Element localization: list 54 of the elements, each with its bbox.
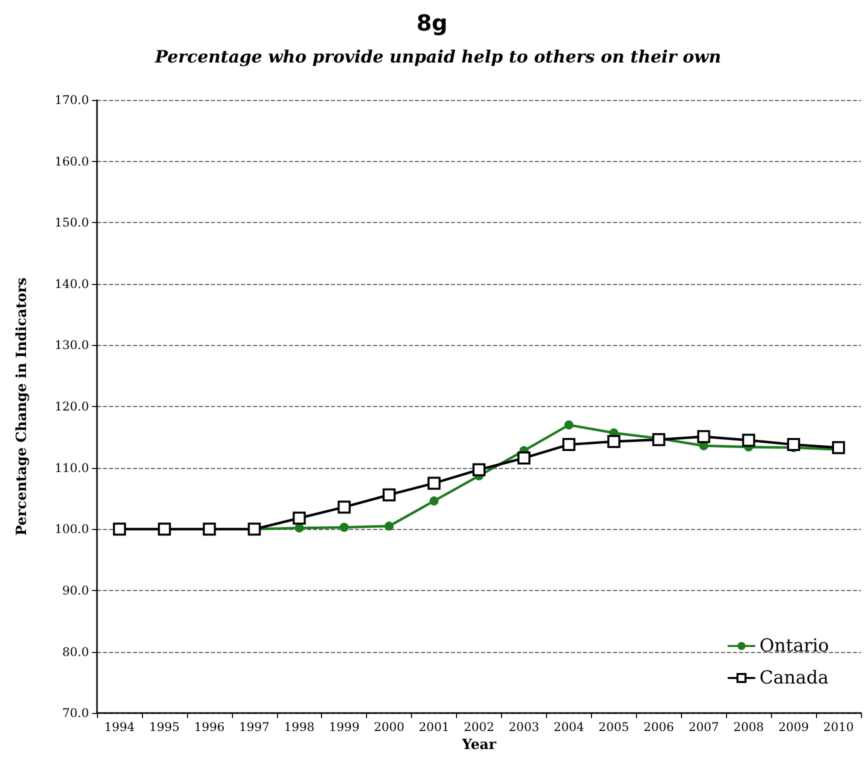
- y-tick-label: 80.0: [62, 644, 89, 659]
- point: [112, 522, 126, 536]
- x-tick-label: 1996: [194, 720, 225, 734]
- x-tick-label: 2010: [823, 720, 854, 734]
- point: [428, 476, 441, 490]
- point: [697, 430, 710, 444]
- y-tick-label: 150.0: [54, 216, 89, 230]
- x-tick-label: 2005: [598, 720, 630, 734]
- point: [607, 434, 620, 448]
- point: [158, 522, 171, 536]
- y-tick-label: 160.0: [54, 154, 89, 168]
- x-tick-label: 1999: [328, 720, 360, 734]
- y-tick-label: 170.0: [54, 93, 89, 107]
- x-tick-label: 2002: [464, 720, 494, 734]
- point: [472, 463, 486, 476]
- point: [340, 522, 349, 532]
- x-tick-label: 1995: [149, 720, 180, 734]
- point: [564, 420, 574, 430]
- x-tick-label: 2009: [778, 720, 809, 734]
- y-tick-label: 90.0: [62, 583, 89, 598]
- point: [517, 452, 530, 465]
- x-tick-label: 2001: [418, 720, 450, 734]
- point: [338, 500, 351, 514]
- point: [742, 434, 756, 447]
- x-tick-label: 1997: [239, 720, 270, 734]
- chart-title: 8g: [416, 12, 448, 36]
- x-axis-title: Year: [460, 737, 497, 753]
- point: [382, 488, 396, 502]
- point: [787, 438, 800, 452]
- point: [562, 438, 576, 452]
- y-tick-label: 130.0: [54, 338, 89, 352]
- legend-label: Canada: [759, 668, 829, 688]
- chart-subtitle: Percentage who provide unpaid help to others on their own: [154, 48, 722, 68]
- point: [652, 433, 666, 446]
- point: [202, 522, 216, 536]
- y-tick-label: 110.0: [54, 460, 89, 475]
- y-axis-title: Percentage Change in Indicators: [14, 277, 30, 536]
- x-tick-label: 2004: [554, 720, 585, 734]
- y-tick-label: 100.0: [54, 522, 89, 536]
- point: [430, 496, 439, 506]
- legend-label: Ontario: [759, 636, 830, 656]
- y-tick-label: 140.0: [54, 276, 89, 291]
- x-tick-label: 2008: [733, 720, 764, 734]
- x-tick-label: 2000: [374, 720, 404, 734]
- x-tick-label: 1994: [104, 720, 136, 734]
- point: [292, 512, 306, 525]
- x-tick-label: 2006: [643, 720, 674, 734]
- y-tick-label: 70.0: [62, 706, 89, 720]
- y-tick-label: 120.0: [54, 400, 89, 414]
- x-tick-label: 2007: [688, 720, 719, 734]
- x-tick-label: 2003: [508, 720, 540, 734]
- point: [832, 441, 846, 454]
- point: [384, 522, 394, 531]
- x-tick-label: 1998: [284, 720, 315, 734]
